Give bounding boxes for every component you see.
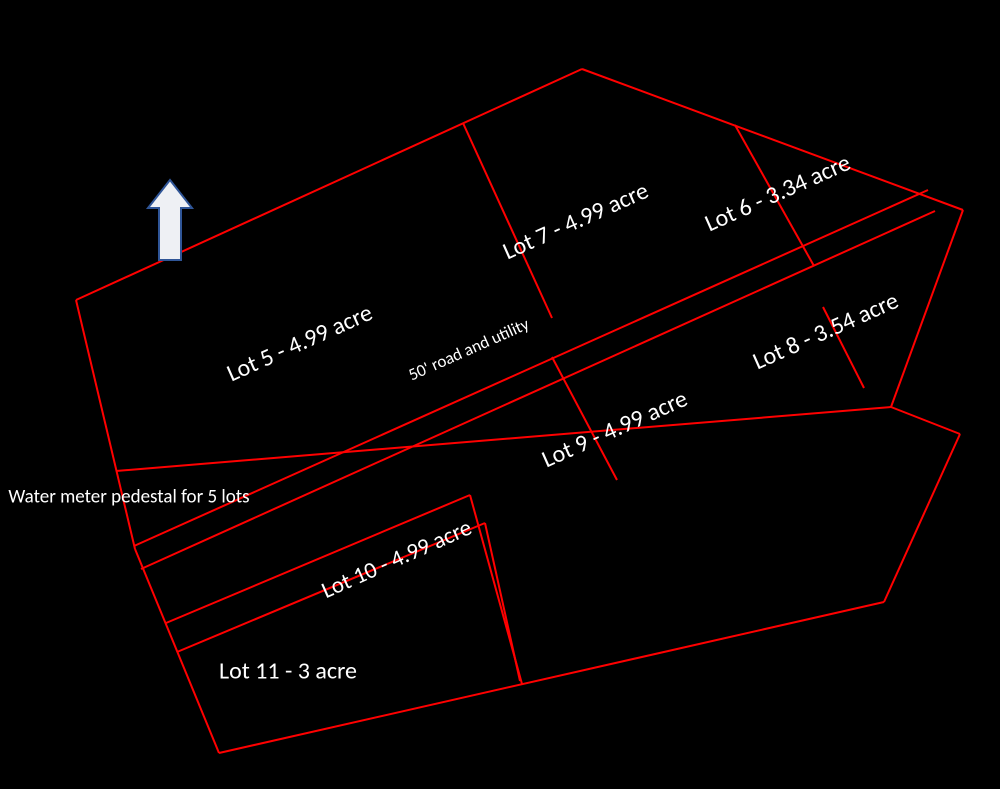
- north-arrow-icon: [148, 180, 192, 260]
- court-line: [884, 434, 960, 602]
- court-line: [76, 300, 135, 549]
- court-line: [116, 407, 891, 471]
- court-line: [485, 523, 520, 681]
- court-line: [891, 210, 963, 407]
- court-diagram: [0, 0, 1000, 789]
- court-line: [76, 69, 582, 300]
- label-meter-note: Water meter pedestal for 5 lots: [8, 487, 249, 510]
- court-line: [141, 211, 935, 569]
- label-lot11: Lot 11 - 3 acre: [219, 658, 357, 687]
- court-line: [891, 407, 960, 434]
